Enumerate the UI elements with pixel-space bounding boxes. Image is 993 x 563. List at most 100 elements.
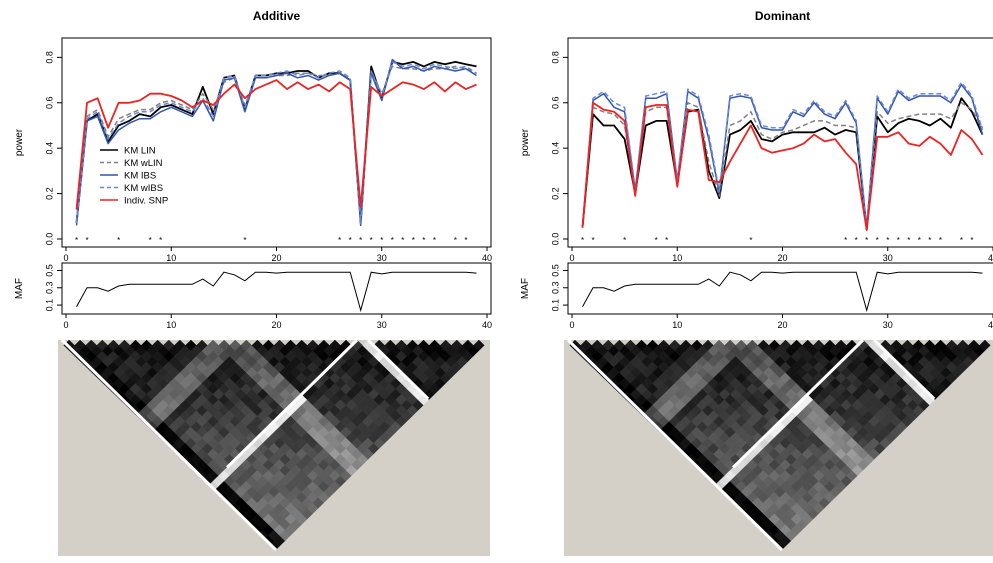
significance-marker: * [897, 236, 900, 245]
x-tick-label: 0 [569, 320, 574, 330]
maf-y-tick-label: 0.1 [44, 299, 54, 312]
significance-marker: * [876, 236, 879, 245]
y-tick-label: 0.8 [550, 51, 560, 64]
significance-marker: * [359, 236, 362, 245]
x-tick-label: 10 [672, 320, 682, 330]
significance-marker: * [855, 236, 858, 245]
y-tick-label: 0.0 [44, 233, 54, 246]
x-tick-label: 40 [988, 320, 993, 330]
significance-marker: * [401, 236, 404, 245]
legend-label: KM LIN [124, 146, 156, 157]
x-tick-label: 10 [672, 253, 682, 263]
y-tick-label: 0.2 [550, 187, 560, 200]
significance-marker: * [422, 236, 425, 245]
significance-marker: * [844, 236, 847, 245]
ld-heatmap [564, 338, 993, 556]
significance-marker: * [886, 236, 889, 245]
significance-marker: * [117, 236, 120, 245]
x-tick-label: 40 [482, 320, 492, 330]
panel-dominant: Dominant 0.0 0.2 0.4 0.6 0.8 power * * * * * * * * * * * *… [520, 9, 993, 556]
series-line-km-wlin [581, 102, 984, 231]
y-tick-label: 0.8 [44, 51, 54, 64]
series-line-indiv-snp [75, 79, 477, 210]
significance-marker: * [464, 236, 467, 245]
significance-marker: * [907, 236, 910, 245]
significance-marker: * [970, 236, 973, 245]
y-axis-label: power [14, 128, 25, 156]
significance-marker: * [749, 236, 752, 245]
x-tick-label: 30 [377, 253, 387, 263]
ld-cell [473, 340, 485, 352]
maf-y-tick-label: 0.3 [44, 282, 54, 295]
ld-cells [63, 340, 485, 550]
ld-cell [979, 340, 991, 352]
significance-marker: * [665, 236, 668, 245]
significance-marker: * [623, 236, 626, 245]
series-line-km-lin [581, 97, 984, 231]
series-line-km-ibs [75, 58, 477, 227]
series-line-km-wlin [75, 65, 477, 222]
x-tick-label: 30 [377, 320, 387, 330]
x-tick-label: 10 [166, 320, 176, 330]
significance-marker: * [412, 236, 415, 245]
significance-marker: * [939, 236, 942, 245]
x-tick-label: 20 [777, 253, 787, 263]
maf-axis-label: MAF [14, 278, 25, 299]
y-tick-label: 0.6 [44, 97, 54, 110]
significance-marker: * [75, 236, 78, 245]
legend-label: Indiv. SNP [124, 196, 168, 207]
significance-marker: * [243, 236, 246, 245]
y-tick-label: 0.6 [550, 97, 560, 110]
y-tick-label: 0.2 [44, 187, 54, 200]
significance-marker: * [581, 236, 584, 245]
maf-frame [567, 262, 993, 315]
x-tick-label: 40 [988, 253, 993, 263]
plot-frame [567, 37, 993, 248]
significance-marker: * [865, 236, 868, 245]
significance-marker: * [918, 236, 921, 245]
significance-marker: * [960, 236, 963, 245]
maf-axis-label: MAF [520, 278, 531, 299]
significance-marker: * [380, 236, 383, 245]
x-tick-label: 30 [883, 320, 893, 330]
legend-label: KM IBS [124, 171, 156, 182]
significance-marker: * [433, 236, 436, 245]
x-tick-label: 0 [569, 253, 574, 263]
series-line-km-lin [75, 61, 477, 225]
ld-block-edge [226, 338, 359, 469]
ld-edge [60, 338, 278, 552]
y-tick-label: 0.4 [44, 142, 54, 155]
x-tick-label: 40 [482, 253, 492, 263]
series-line-km-wibs [75, 61, 477, 224]
significance-marker: * [391, 236, 394, 245]
chart-title: Additive [253, 9, 301, 23]
maf-y-tick-label: 0.5 [550, 264, 560, 277]
significance-marker: * [159, 236, 162, 245]
ld-block-edge [873, 338, 936, 400]
y-tick-label: 0.4 [550, 142, 560, 155]
maf-line [582, 271, 983, 313]
significance-marker: * [149, 236, 152, 245]
significance-marker: * [85, 236, 88, 245]
x-tick-label: 10 [166, 253, 176, 263]
y-axis-label: power [520, 128, 531, 156]
significance-marker: * [338, 236, 341, 245]
maf-line [76, 271, 477, 313]
significance-marker: * [928, 236, 931, 245]
significance-marker: * [349, 236, 352, 245]
ld-block-edge [367, 338, 430, 400]
significance-marker: * [655, 236, 658, 245]
series-line-km-ibs [581, 83, 984, 229]
maf-frame [61, 262, 492, 315]
y-tick-label: 0.0 [550, 233, 560, 246]
series-line-indiv-snp [581, 101, 984, 231]
ld-block-edge [732, 338, 865, 469]
maf-y-tick-label: 0.5 [44, 264, 54, 277]
series-line-km-wibs [581, 81, 984, 229]
panel-additive: Additive 0.0 0.2 0.4 0.6 0.8 power * * * * * * * * * * * *… [14, 9, 492, 556]
significance-marker: * [370, 236, 373, 245]
x-tick-label: 0 [63, 320, 68, 330]
x-tick-label: 30 [883, 253, 893, 263]
